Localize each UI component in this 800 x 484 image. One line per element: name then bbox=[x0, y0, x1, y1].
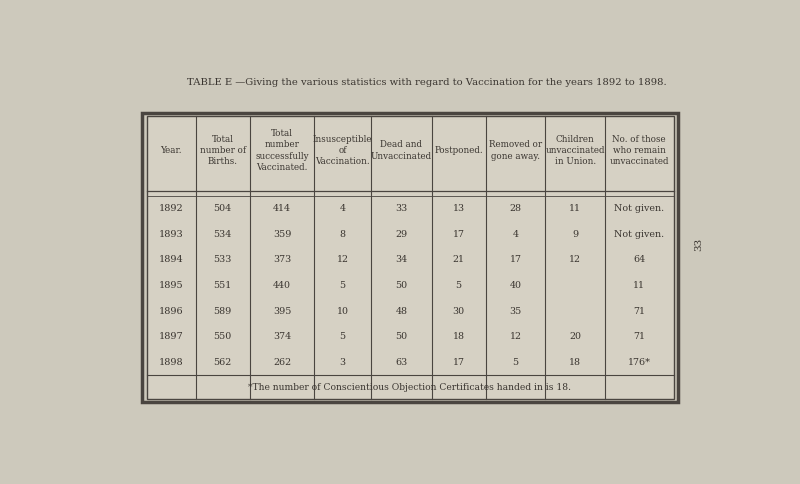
Text: 359: 359 bbox=[273, 230, 291, 239]
Text: 34: 34 bbox=[395, 256, 407, 264]
Text: 374: 374 bbox=[273, 332, 291, 341]
Text: 20: 20 bbox=[570, 332, 582, 341]
Text: Year.: Year. bbox=[160, 146, 182, 155]
Text: 71: 71 bbox=[634, 332, 646, 341]
Text: 18: 18 bbox=[570, 358, 582, 367]
Text: Dead and
Unvaccinated: Dead and Unvaccinated bbox=[370, 140, 432, 161]
Text: Postponed.: Postponed. bbox=[434, 146, 483, 155]
Text: 3: 3 bbox=[339, 358, 346, 367]
Text: 13: 13 bbox=[453, 204, 465, 213]
Text: Total
number
successfully
Vaccinated.: Total number successfully Vaccinated. bbox=[255, 129, 309, 172]
Text: 1894: 1894 bbox=[158, 256, 183, 264]
Text: TABLE E —Giving the various statistics with regard to Vaccination for the years : TABLE E —Giving the various statistics w… bbox=[187, 78, 666, 87]
Text: *The number of Conscientious Objection Certificates handed in is 18.: *The number of Conscientious Objection C… bbox=[249, 382, 571, 392]
Text: 5: 5 bbox=[339, 281, 346, 290]
Text: 562: 562 bbox=[214, 358, 232, 367]
Text: 5: 5 bbox=[339, 332, 346, 341]
Text: 534: 534 bbox=[214, 230, 232, 239]
Text: Removed or
gone away.: Removed or gone away. bbox=[489, 140, 542, 161]
Text: 33: 33 bbox=[395, 204, 407, 213]
Text: 1892: 1892 bbox=[158, 204, 183, 213]
Text: 50: 50 bbox=[395, 332, 407, 341]
Text: 17: 17 bbox=[453, 358, 465, 367]
Text: 17: 17 bbox=[453, 230, 465, 239]
Text: Not given.: Not given. bbox=[614, 230, 664, 239]
Text: 40: 40 bbox=[510, 281, 522, 290]
Text: 12: 12 bbox=[570, 256, 582, 264]
Text: 414: 414 bbox=[273, 204, 291, 213]
Bar bbox=[142, 113, 678, 402]
Text: 262: 262 bbox=[273, 358, 291, 367]
Text: 28: 28 bbox=[510, 204, 522, 213]
Text: 29: 29 bbox=[395, 230, 407, 239]
Text: 440: 440 bbox=[273, 281, 291, 290]
Text: 550: 550 bbox=[214, 332, 232, 341]
Bar bbox=[146, 116, 674, 399]
Text: 11: 11 bbox=[570, 204, 582, 213]
Text: 21: 21 bbox=[453, 256, 465, 264]
Text: 11: 11 bbox=[634, 281, 646, 290]
Text: 373: 373 bbox=[273, 256, 291, 264]
Text: 63: 63 bbox=[395, 358, 407, 367]
Text: 1898: 1898 bbox=[158, 358, 183, 367]
Text: 10: 10 bbox=[337, 306, 349, 316]
Text: 35: 35 bbox=[510, 306, 522, 316]
Text: 551: 551 bbox=[214, 281, 232, 290]
Text: 5: 5 bbox=[456, 281, 462, 290]
Text: 8: 8 bbox=[339, 230, 346, 239]
Text: 4: 4 bbox=[513, 230, 518, 239]
Text: 64: 64 bbox=[633, 256, 646, 264]
Text: 176*: 176* bbox=[628, 358, 650, 367]
Text: Not given.: Not given. bbox=[614, 204, 664, 213]
Text: 1896: 1896 bbox=[158, 306, 183, 316]
Text: Insusceptible
of
Vaccination.: Insusceptible of Vaccination. bbox=[313, 135, 372, 166]
Text: 1897: 1897 bbox=[158, 332, 183, 341]
Text: 71: 71 bbox=[634, 306, 646, 316]
Text: Children
unvaccinated
in Union.: Children unvaccinated in Union. bbox=[546, 135, 605, 166]
Text: No. of those
who remain
unvaccinated: No. of those who remain unvaccinated bbox=[610, 135, 669, 166]
Text: 9: 9 bbox=[572, 230, 578, 239]
Text: 533: 533 bbox=[214, 256, 232, 264]
Text: Total
number of
Births.: Total number of Births. bbox=[199, 135, 246, 166]
Text: 33: 33 bbox=[694, 238, 702, 251]
Text: 18: 18 bbox=[453, 332, 465, 341]
Text: 50: 50 bbox=[395, 281, 407, 290]
Text: 12: 12 bbox=[510, 332, 522, 341]
Text: 12: 12 bbox=[337, 256, 349, 264]
Text: 395: 395 bbox=[273, 306, 291, 316]
Text: 17: 17 bbox=[510, 256, 522, 264]
Text: 48: 48 bbox=[395, 306, 407, 316]
Text: 4: 4 bbox=[339, 204, 346, 213]
Text: 1893: 1893 bbox=[158, 230, 183, 239]
Text: 504: 504 bbox=[214, 204, 232, 213]
Text: 30: 30 bbox=[453, 306, 465, 316]
Text: 589: 589 bbox=[214, 306, 232, 316]
Text: 5: 5 bbox=[513, 358, 518, 367]
Text: 1895: 1895 bbox=[158, 281, 183, 290]
